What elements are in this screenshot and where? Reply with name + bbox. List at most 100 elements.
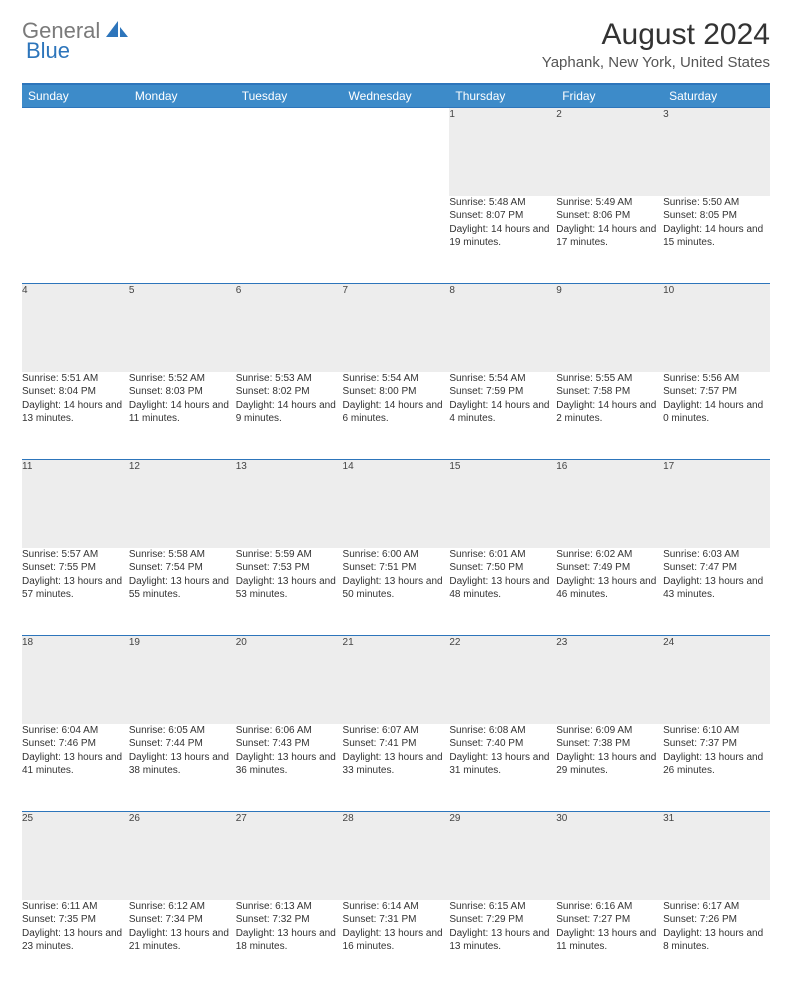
sunset-text: Sunset: 7:59 PM (449, 385, 556, 399)
sunset-text: Sunset: 8:04 PM (22, 385, 129, 399)
day-number: 20 (236, 636, 343, 724)
month-title: August 2024 (542, 18, 770, 52)
sunset-text: Sunset: 7:38 PM (556, 737, 663, 751)
sunrise-text: Sunrise: 6:06 AM (236, 724, 343, 738)
day-number: 13 (236, 460, 343, 548)
daylight-text: Daylight: 13 hours and 16 minutes. (343, 927, 450, 954)
daylight-text: Daylight: 13 hours and 31 minutes. (449, 751, 556, 778)
day-detail-row: Sunrise: 5:57 AMSunset: 7:55 PMDaylight:… (22, 548, 770, 636)
daylight-text: Daylight: 13 hours and 18 minutes. (236, 927, 343, 954)
day-number: 16 (556, 460, 663, 548)
day-number: 17 (663, 460, 770, 548)
empty-cell (22, 196, 129, 284)
day-number: 31 (663, 812, 770, 900)
sunset-text: Sunset: 7:34 PM (129, 913, 236, 927)
daylight-text: Daylight: 13 hours and 50 minutes. (343, 575, 450, 602)
daylight-text: Daylight: 13 hours and 55 minutes. (129, 575, 236, 602)
sunrise-text: Sunrise: 6:16 AM (556, 900, 663, 914)
sunset-text: Sunset: 7:40 PM (449, 737, 556, 751)
sunset-text: Sunset: 7:41 PM (343, 737, 450, 751)
day-detail: Sunrise: 6:02 AMSunset: 7:49 PMDaylight:… (556, 548, 663, 636)
sunrise-text: Sunrise: 6:10 AM (663, 724, 770, 738)
daylight-text: Daylight: 13 hours and 53 minutes. (236, 575, 343, 602)
daylight-text: Daylight: 13 hours and 23 minutes. (22, 927, 129, 954)
day-number: 3 (663, 108, 770, 196)
day-detail: Sunrise: 6:10 AMSunset: 7:37 PMDaylight:… (663, 724, 770, 812)
daylight-text: Daylight: 13 hours and 38 minutes. (129, 751, 236, 778)
empty-cell (129, 196, 236, 284)
day-number: 22 (449, 636, 556, 724)
daylight-text: Daylight: 13 hours and 43 minutes. (663, 575, 770, 602)
location-text: Yaphank, New York, United States (542, 54, 770, 71)
daylight-text: Daylight: 14 hours and 13 minutes. (22, 399, 129, 426)
sunrise-text: Sunrise: 6:17 AM (663, 900, 770, 914)
sunrise-text: Sunrise: 6:07 AM (343, 724, 450, 738)
day-number: 27 (236, 812, 343, 900)
sunrise-text: Sunrise: 6:01 AM (449, 548, 556, 562)
day-number: 6 (236, 284, 343, 372)
page-header: General August 2024 Yaphank, New York, U… (22, 18, 770, 71)
sunrise-text: Sunrise: 5:49 AM (556, 196, 663, 210)
day-number: 4 (22, 284, 129, 372)
day-number: 5 (129, 284, 236, 372)
day-detail: Sunrise: 6:04 AMSunset: 7:46 PMDaylight:… (22, 724, 129, 812)
day-number: 21 (343, 636, 450, 724)
sunset-text: Sunset: 7:43 PM (236, 737, 343, 751)
sunrise-text: Sunrise: 5:54 AM (343, 372, 450, 386)
day-number-row: 123 (22, 108, 770, 196)
day-detail-row: Sunrise: 5:48 AMSunset: 8:07 PMDaylight:… (22, 196, 770, 284)
day-detail: Sunrise: 5:58 AMSunset: 7:54 PMDaylight:… (129, 548, 236, 636)
sunrise-text: Sunrise: 5:55 AM (556, 372, 663, 386)
weekday-header-row: Sunday Monday Tuesday Wednesday Thursday… (22, 85, 770, 108)
day-number: 1 (449, 108, 556, 196)
day-detail: Sunrise: 5:49 AMSunset: 8:06 PMDaylight:… (556, 196, 663, 284)
daylight-text: Daylight: 14 hours and 15 minutes. (663, 223, 770, 250)
day-number: 14 (343, 460, 450, 548)
day-detail: Sunrise: 5:57 AMSunset: 7:55 PMDaylight:… (22, 548, 129, 636)
daylight-text: Daylight: 13 hours and 33 minutes. (343, 751, 450, 778)
daylight-text: Daylight: 14 hours and 17 minutes. (556, 223, 663, 250)
sunrise-text: Sunrise: 6:00 AM (343, 548, 450, 562)
day-number: 23 (556, 636, 663, 724)
weekday-header: Friday (556, 85, 663, 108)
sunset-text: Sunset: 8:02 PM (236, 385, 343, 399)
day-number: 2 (556, 108, 663, 196)
sunrise-text: Sunrise: 5:54 AM (449, 372, 556, 386)
day-number: 8 (449, 284, 556, 372)
sunset-text: Sunset: 7:53 PM (236, 561, 343, 575)
day-detail: Sunrise: 6:08 AMSunset: 7:40 PMDaylight:… (449, 724, 556, 812)
sunset-text: Sunset: 7:51 PM (343, 561, 450, 575)
weekday-header: Tuesday (236, 85, 343, 108)
day-detail: Sunrise: 6:12 AMSunset: 7:34 PMDaylight:… (129, 900, 236, 988)
day-number: 9 (556, 284, 663, 372)
daylight-text: Daylight: 13 hours and 57 minutes. (22, 575, 129, 602)
sunrise-text: Sunrise: 6:09 AM (556, 724, 663, 738)
day-detail: Sunrise: 5:51 AMSunset: 8:04 PMDaylight:… (22, 372, 129, 460)
day-detail-row: Sunrise: 6:11 AMSunset: 7:35 PMDaylight:… (22, 900, 770, 988)
day-number: 7 (343, 284, 450, 372)
sunrise-text: Sunrise: 5:50 AM (663, 196, 770, 210)
day-detail: Sunrise: 6:01 AMSunset: 7:50 PMDaylight:… (449, 548, 556, 636)
day-detail: Sunrise: 6:15 AMSunset: 7:29 PMDaylight:… (449, 900, 556, 988)
sunrise-text: Sunrise: 5:57 AM (22, 548, 129, 562)
sunrise-text: Sunrise: 6:03 AM (663, 548, 770, 562)
day-detail: Sunrise: 5:59 AMSunset: 7:53 PMDaylight:… (236, 548, 343, 636)
sunrise-text: Sunrise: 6:02 AM (556, 548, 663, 562)
empty-cell (236, 196, 343, 284)
day-detail: Sunrise: 6:14 AMSunset: 7:31 PMDaylight:… (343, 900, 450, 988)
sunset-text: Sunset: 7:47 PM (663, 561, 770, 575)
day-detail: Sunrise: 6:16 AMSunset: 7:27 PMDaylight:… (556, 900, 663, 988)
day-number: 26 (129, 812, 236, 900)
day-number-row: 25262728293031 (22, 812, 770, 900)
day-detail: Sunrise: 6:06 AMSunset: 7:43 PMDaylight:… (236, 724, 343, 812)
day-number-row: 18192021222324 (22, 636, 770, 724)
sunrise-text: Sunrise: 6:08 AM (449, 724, 556, 738)
sunrise-text: Sunrise: 6:13 AM (236, 900, 343, 914)
day-number: 18 (22, 636, 129, 724)
day-detail: Sunrise: 6:13 AMSunset: 7:32 PMDaylight:… (236, 900, 343, 988)
sunset-text: Sunset: 7:46 PM (22, 737, 129, 751)
daylight-text: Daylight: 14 hours and 9 minutes. (236, 399, 343, 426)
daylight-text: Daylight: 13 hours and 46 minutes. (556, 575, 663, 602)
daylight-text: Daylight: 14 hours and 11 minutes. (129, 399, 236, 426)
calendar-table: Sunday Monday Tuesday Wednesday Thursday… (22, 85, 770, 988)
